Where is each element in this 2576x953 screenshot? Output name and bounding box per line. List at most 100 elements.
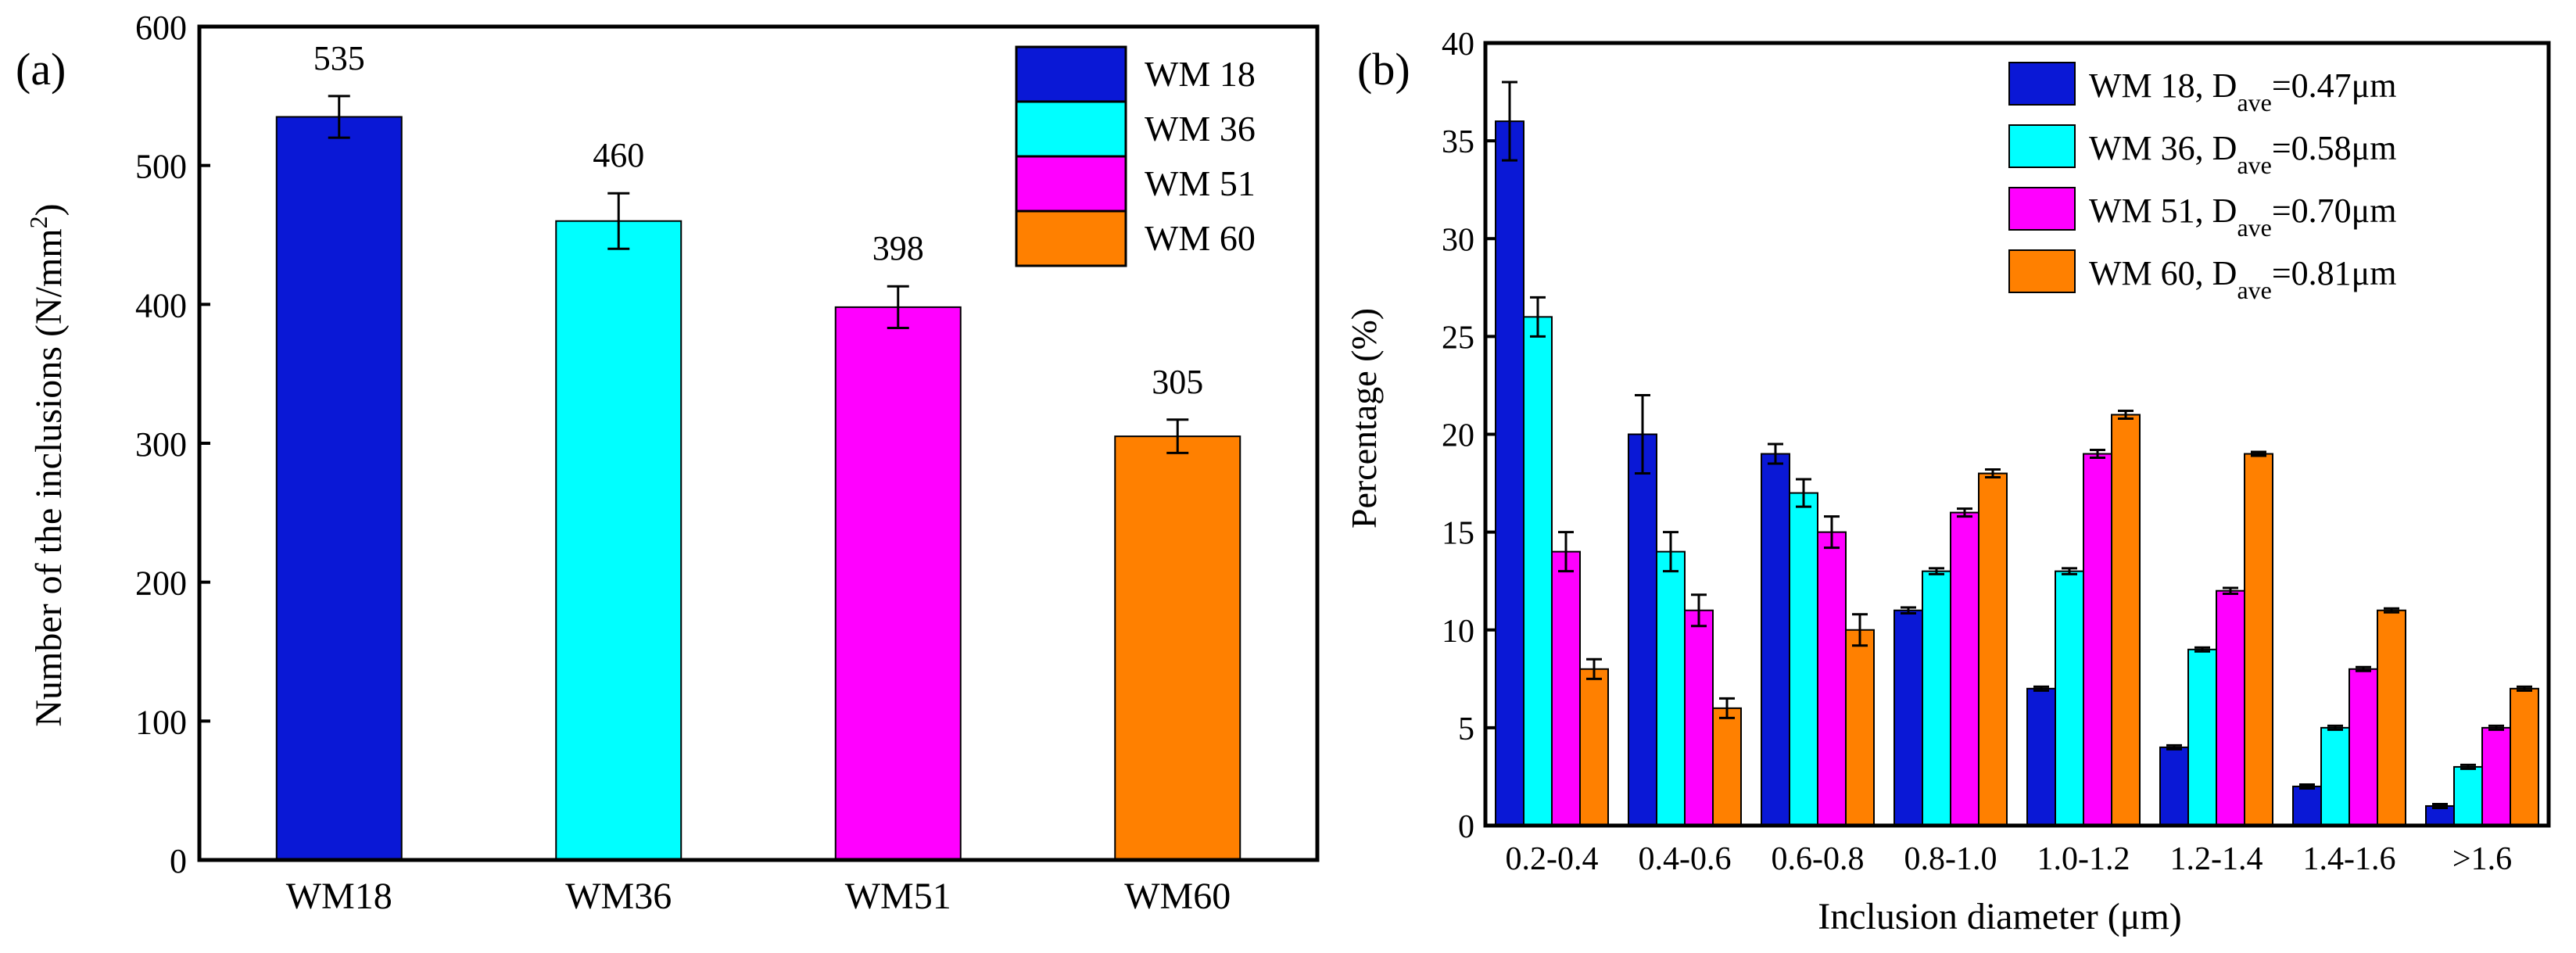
panel-a-value-label-wm18: 535: [313, 39, 365, 77]
panel-a-legend-swatch-1: [1015, 100, 1127, 158]
panel-b-bar-6-2: [2348, 668, 2378, 826]
panel-a-legend-swatch-0: [1015, 45, 1127, 103]
panel-a-y-tick-label-2: 200: [135, 564, 187, 603]
panel-a-y-tick-label-1: 100: [135, 703, 187, 741]
panel-b-plot-frame: [1483, 41, 2551, 828]
panel-b-y-ticks: 0 5 10 15 20 25 30 35 40: [1442, 27, 1496, 845]
panel-b-x-tick-labels: 0.2-0.4 0.4-0.6 0.6-0.8 0.8-1.0 1.0-1.2 1.2-1…: [1506, 841, 2513, 877]
panel-a-x-tick-label-wm18: WM18: [286, 876, 392, 917]
panel-b-error-bar-5-2: [2223, 586, 2238, 595]
panel-b-bar-1-1: [1656, 550, 1686, 827]
panel-b-bar-4-2: [2083, 453, 2112, 827]
panel-b-y-tick-label-0: 0: [1458, 809, 1474, 845]
panel-b-legend-swatch-3: [2008, 249, 2076, 293]
panel-b-x-tick-label-3: 0.8-1.0: [1904, 841, 1997, 877]
panel-b-legend-label-2-sub: ave: [2237, 213, 2271, 242]
panel-a-error-bar-wm51: [887, 285, 909, 330]
panel-b-bar-5-3: [2244, 453, 2273, 827]
panel-a-y-tick-label-5: 500: [135, 148, 187, 186]
panel-a-x-tick-label-wm60: WM60: [1124, 876, 1231, 917]
panel-a-y-tick-label-3: 300: [135, 425, 187, 464]
panel-b-bar-3-1: [1922, 570, 1951, 826]
panel-b-legend-label-1-suffix: =0.58μm: [2272, 129, 2397, 167]
panel-b-y-tick-label-6: 30: [1442, 222, 1474, 258]
panel-b-x-tick-label-6: 1.4-1.6: [2303, 841, 2396, 877]
panel-b-y-tick-label-2: 10: [1442, 614, 1474, 650]
panel-b-error-bar-5-0: [2166, 743, 2182, 751]
panel-b-error-bar-7-1: [2460, 763, 2476, 770]
panel-a-plot-frame: [197, 24, 1320, 862]
panel-b-error-bar-4-1: [2062, 567, 2077, 575]
panel-a-legend-swatch-2: [1015, 155, 1127, 213]
panel-a-error-bar-wm18: [328, 95, 350, 139]
panel-b-y-tick-label-7: 35: [1442, 124, 1474, 160]
panel-b-label: (b): [1357, 44, 1410, 95]
panel-a-value-labels: 535 460 398 305: [313, 39, 1204, 401]
panel-b-bar-0-2: [1551, 550, 1581, 827]
panel-b-legend-label-1-sub: ave: [2237, 151, 2271, 179]
panel-b-y-tick-label-3: 15: [1442, 516, 1474, 552]
panel-b-bar-0-0: [1495, 120, 1524, 827]
panel-b-bar-3-3: [1978, 472, 2008, 826]
panel-b-error-bar-3-0: [1901, 606, 1916, 614]
panel-a-legend-label-3: WM 60: [1145, 218, 1256, 258]
panel-b-error-bar-5-3: [2251, 450, 2266, 457]
panel-b-error-bar-2-2: [1824, 515, 1840, 550]
panel-b-legend-label-1: WM 36, Dave=0.58μm: [2089, 129, 2396, 179]
panel-b-x-tick-label-2: 0.6-0.8: [1772, 841, 1865, 877]
panel-b-y-tick-label-4: 20: [1442, 418, 1474, 454]
panel-b-error-bar-0-2: [1558, 531, 1574, 573]
panel-b-bar-0-1: [1523, 316, 1553, 827]
panel-b: (b) Percentage (%) Inclusion diameter (μ…: [1344, 27, 2551, 937]
panel-a-y-tick-label-0: 0: [170, 842, 187, 880]
panel-b-error-bar-7-0: [2432, 802, 2448, 809]
panel-a-error-bar-wm60: [1166, 418, 1189, 454]
panel-a-y-tick-label-6: 600: [135, 9, 187, 47]
panel-a-bar-wm51: [834, 306, 962, 861]
panel-b-error-bar-4-0: [2033, 685, 2049, 692]
panel-b-error-bar-1-3: [1719, 697, 1735, 719]
panel-b-bar-1-2: [1684, 609, 1714, 826]
panel-a-error-bars: [328, 95, 1189, 454]
panel-b-legend-label-3-prefix: WM 60, D: [2089, 254, 2237, 292]
panel-b-y-tick-label-8: 40: [1442, 27, 1474, 63]
panel-b-legend-label-0-suffix: =0.47μm: [2272, 66, 2397, 105]
panel-b-bar-4-3: [2111, 414, 2141, 826]
panel-b-legend-swatch-1: [2008, 124, 2076, 168]
panel-b-x-tick-label-1: 0.4-0.6: [1639, 841, 1732, 877]
panel-b-x-tick-label-7: >1.6: [2452, 841, 2512, 877]
panel-b-error-bar-6-0: [2299, 783, 2315, 790]
panel-a: (a) Number of the inclusions (N/mm2) 0 10…: [16, 9, 1320, 917]
panel-b-xlabel: Inclusion diameter (μm): [1818, 896, 2182, 937]
panel-b-bar-1-0: [1628, 433, 1657, 826]
panel-b-legend-label-3-suffix: =0.81μm: [2272, 254, 2397, 292]
panel-b-error-bar-1-0: [1635, 393, 1650, 475]
panel-b-x-tick-label-4: 1.0-1.2: [2037, 841, 2130, 877]
panel-b-error-bar-0-0: [1502, 81, 1517, 162]
panel-a-bar-wm60: [1114, 435, 1241, 861]
panel-b-legend-label-0-sub: ave: [2237, 88, 2271, 116]
panel-b-error-bar-2-0: [1768, 442, 1783, 465]
panel-b-legend-swatch-2: [2008, 187, 2076, 231]
panel-a-error-bar-wm36: [607, 192, 630, 250]
panel-b-bar-7-3: [2510, 687, 2539, 827]
panel-b-error-bar-7-3: [2517, 685, 2532, 692]
panel-b-legend-label-1-prefix: WM 36, D: [2089, 129, 2237, 167]
panel-a-bar-wm18: [275, 116, 403, 861]
panel-b-error-bar-3-1: [1929, 567, 1944, 575]
panel-a-bar-wm36: [555, 220, 683, 861]
panel-b-error-bar-2-3: [1852, 613, 1868, 647]
panel-b-error-bar-2-1: [1796, 478, 1811, 508]
panel-b-ylabel: Percentage (%): [1344, 308, 1384, 528]
panel-b-bar-6-0: [2292, 785, 2322, 827]
panel-a-legend-swatch-3: [1015, 210, 1127, 267]
panel-b-legend-label-0-prefix: WM 18, D: [2089, 66, 2237, 105]
panel-b-error-bar-0-3: [1586, 657, 1602, 680]
panel-b-error-bars: [1502, 81, 2532, 809]
panel-b-error-bar-6-3: [2384, 607, 2399, 614]
panel-a-x-tick-labels: WM18 WM36 WM51 WM60: [286, 876, 1231, 917]
panel-a-value-label-wm51: 398: [872, 229, 924, 267]
panel-b-y-tick-label-5: 25: [1442, 320, 1474, 356]
